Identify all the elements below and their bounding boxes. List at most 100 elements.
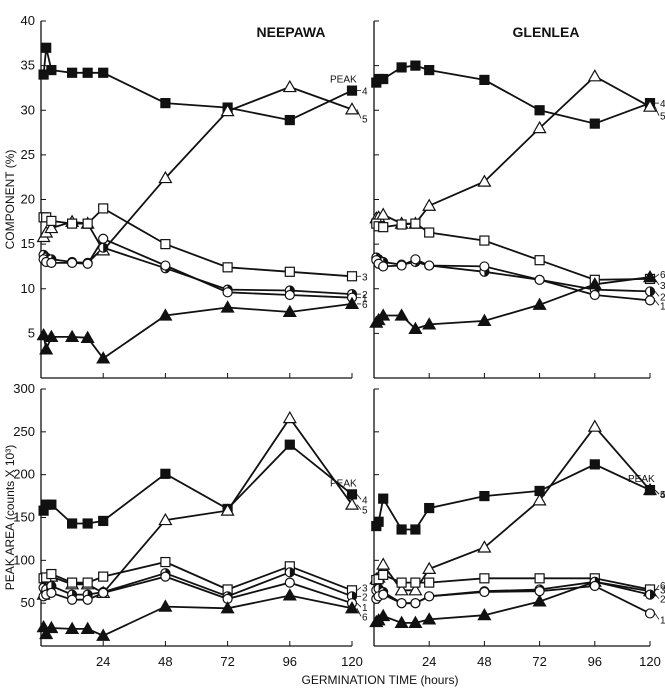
data-point-series-4 (644, 484, 656, 496)
data-point-series-6 (394, 615, 409, 628)
data-point-series-5 (158, 170, 173, 184)
data-point-series-3 (98, 571, 109, 582)
data-point-series-4 (98, 515, 109, 527)
data-point-series-5 (282, 410, 297, 424)
data-point-series-1 (396, 598, 407, 609)
series-label-2: 2 (362, 592, 368, 603)
data-point-series-1 (378, 589, 389, 600)
series-markers (36, 42, 658, 641)
data-point-series-6 (642, 269, 658, 283)
data-point-series-5 (344, 102, 360, 115)
data-point-series-6 (39, 626, 54, 640)
series-label-1: 1 (660, 301, 665, 312)
data-point-series-6 (158, 599, 173, 612)
data-point-series-1 (222, 287, 233, 298)
data-point-series-1 (46, 587, 57, 598)
data-point-series-4 (534, 485, 545, 497)
data-point-series-1 (82, 258, 93, 269)
data-point-series-3 (82, 577, 93, 588)
data-point-series-4 (46, 499, 57, 510)
panel-title: NEEPAWA (257, 24, 326, 40)
series-label-2: 2 (362, 290, 368, 301)
data-point-series-5 (477, 540, 492, 553)
y-tick-label: 15 (21, 236, 35, 251)
series-label-2: 2 (660, 595, 665, 606)
data-point-series-3 (98, 203, 109, 214)
data-point-series-5 (422, 561, 437, 575)
data-point-series-1 (160, 260, 171, 271)
data-point-series-4 (46, 64, 57, 76)
data-point-series-2 (644, 589, 656, 600)
data-point-series-5 (477, 174, 492, 187)
data-point-series-4 (160, 468, 171, 479)
y-tick-label: 20 (21, 192, 35, 207)
data-point-series-1 (479, 261, 490, 272)
data-point-series-3 (46, 215, 57, 227)
series-label-1: 1 (362, 294, 368, 305)
data-point-series-4 (396, 524, 407, 535)
data-point-series-3 (160, 239, 171, 250)
data-point-series-3 (222, 262, 233, 273)
data-point-series-6 (39, 342, 54, 355)
data-point-series-3 (479, 235, 490, 246)
data-point-series-6 (36, 327, 51, 341)
data-point-series-5 (422, 198, 437, 211)
series-label-4: 4 (660, 490, 665, 501)
y-tick-label: 30 (21, 102, 35, 117)
data-point-series-5 (376, 557, 391, 570)
data-point-series-1 (534, 586, 545, 597)
data-point-series-4 (396, 62, 407, 73)
series-leader-5 (654, 106, 660, 116)
series-label-6: 6 (362, 300, 368, 311)
data-point-series-6 (44, 329, 59, 343)
data-point-series-4 (284, 439, 295, 450)
data-point-series-1 (479, 586, 490, 598)
data-point-series-1 (160, 571, 171, 582)
y-tick-label: 35 (21, 58, 35, 73)
data-point-series-2 (284, 567, 295, 578)
data-point-series-4 (346, 85, 358, 96)
data-point-series-1 (410, 254, 421, 265)
data-point-series-3 (424, 227, 435, 238)
data-point-series-6 (158, 308, 173, 321)
data-point-series-3 (534, 255, 545, 266)
data-point-series-5 (587, 69, 602, 82)
series-label-6: 6 (362, 612, 368, 623)
data-point-series-1 (284, 577, 295, 588)
data-point-series-4 (98, 67, 109, 78)
data-point-series-4 (373, 516, 384, 527)
data-point-series-4 (41, 42, 52, 53)
data-point-series-3 (46, 568, 57, 580)
data-point-series-6 (408, 615, 423, 628)
data-point-series-5 (408, 583, 423, 596)
y-tick-label: 100 (13, 552, 35, 567)
series-label-5: 5 (362, 506, 368, 517)
series-leader-1 (356, 602, 362, 608)
y-tick-label: 5 (28, 325, 35, 340)
y-tick-label: 150 (13, 510, 35, 525)
data-point-series-6 (44, 620, 59, 634)
y-tick-label: 25 (21, 147, 35, 162)
data-point-series-6 (96, 351, 111, 364)
data-point-series-5 (44, 220, 59, 234)
series-line-4 (375, 463, 651, 531)
series-label-3: 3 (362, 272, 368, 283)
data-point-series-4 (378, 73, 389, 85)
y-tick-label: 300 (13, 381, 35, 396)
x-tick-label: 72 (532, 654, 546, 669)
series-leader-6 (654, 273, 660, 278)
series-line-3 (375, 222, 651, 281)
series-label-3: 3 (660, 585, 665, 596)
data-point-series-4 (589, 118, 600, 129)
data-point-series-1 (46, 257, 57, 268)
data-point-series-6 (344, 601, 360, 614)
y-tick-label: 50 (21, 595, 35, 610)
y-tick-label: 200 (13, 467, 35, 482)
series-label-5: 5 (362, 114, 368, 125)
data-point-series-6 (408, 321, 423, 335)
data-point-series-6 (344, 296, 360, 310)
data-point-series-3 (378, 222, 389, 233)
data-point-series-3 (410, 577, 421, 588)
